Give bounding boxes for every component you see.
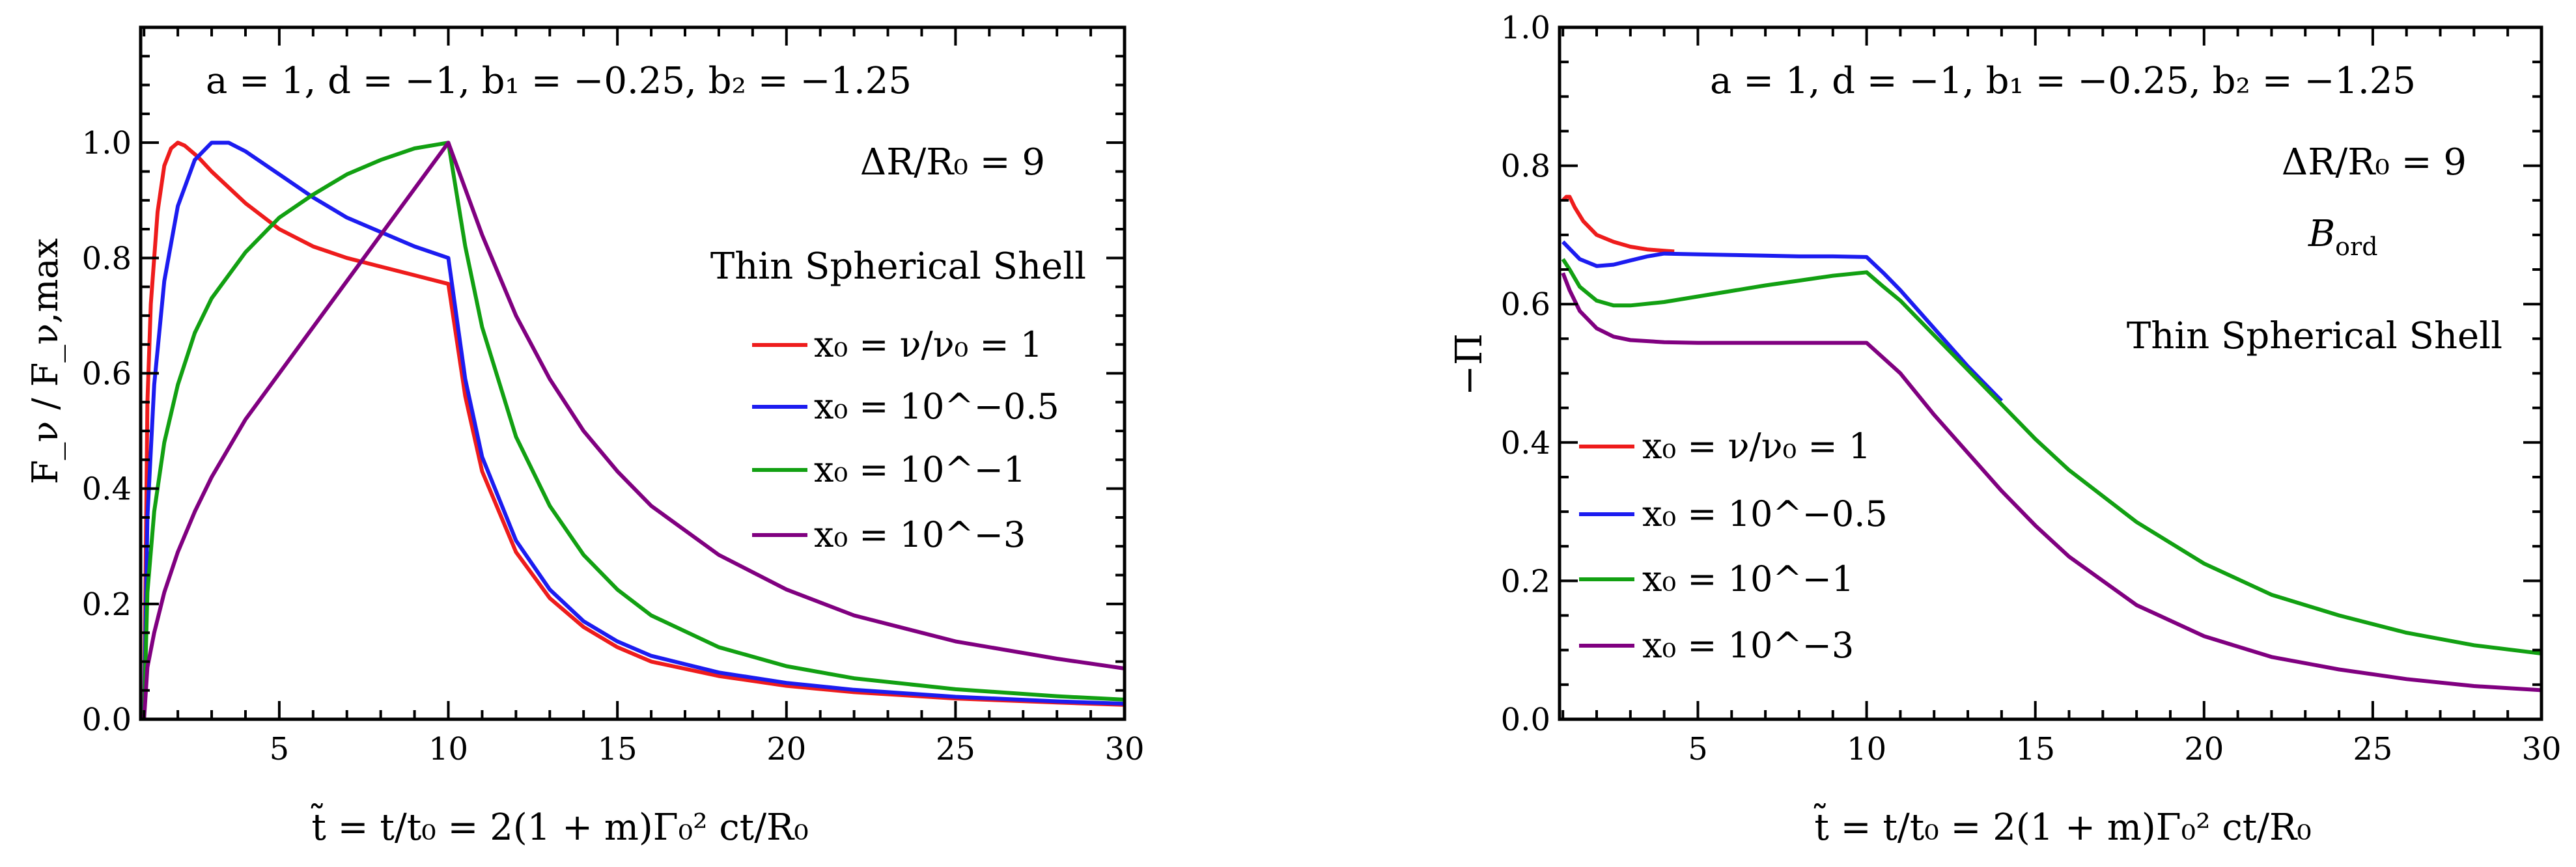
right-legend-label-green: x₀ = 10^−1 xyxy=(1642,558,1854,599)
right-panel: 5 10 15 20 25 30 0.0 0.2 0.4 0.6 0.8 1.0 a = 1, d =… xyxy=(1448,10,2562,849)
left-panel: 5 10 15 20 25 30 0.0 0.2 0.4 0.6 0.8 1.0 a = 1, d =… xyxy=(25,25,1145,849)
series-line-0 xyxy=(1561,195,1675,254)
left-plot-lines xyxy=(142,141,1125,719)
x-tick-label: 15 xyxy=(598,731,637,767)
y-tick-label: 0.4 xyxy=(82,471,132,508)
left-params-annotation: a = 1, d = −1, b₁ = −0.25, b₂ = −1.25 xyxy=(206,60,912,102)
series-line-2 xyxy=(142,141,1125,719)
right-y-axis-label: −Π xyxy=(1448,333,1491,396)
x-tick-label: 10 xyxy=(428,731,468,767)
left-ticks: 5 10 15 20 25 30 0.0 0.2 0.4 0.6 0.8 1.0 xyxy=(82,27,1145,767)
x-tick-label: 20 xyxy=(2184,731,2224,767)
left-legend-label-purple: x₀ = 10^−3 xyxy=(814,514,1026,555)
y-tick-label: 1.0 xyxy=(82,125,132,161)
series-line-3 xyxy=(1561,272,2541,693)
y-tick-label: 0.8 xyxy=(1501,148,1550,185)
left-legend-label-blue: x₀ = 10^−0.5 xyxy=(814,386,1059,427)
y-tick-label: 0.4 xyxy=(1501,425,1550,461)
right-x-axis-label: t̃ = t/t₀ = 2(1 + m)Γ₀² ct/R₀ xyxy=(1813,803,2312,849)
right-legend-label-blue: x₀ = 10^−0.5 xyxy=(1642,493,1888,534)
left-x-axis-label: t̃ = t/t₀ = 2(1 + m)Γ₀² ct/R₀ xyxy=(311,803,809,849)
y-tick-label: 0.0 xyxy=(82,702,132,738)
y-tick-label: 0.0 xyxy=(1501,702,1550,738)
series-line-1 xyxy=(1561,240,2004,403)
x-tick-label: 20 xyxy=(766,731,806,767)
x-tick-label: 5 xyxy=(270,731,290,767)
x-tick-label: 10 xyxy=(1847,731,1886,767)
right-field-annotation: Bord xyxy=(2308,213,2378,261)
x-tick-label: 25 xyxy=(2353,731,2392,767)
left-legend-label-green: x₀ = 10^−1 xyxy=(814,449,1026,490)
left-shell-annotation: Thin Spherical Shell xyxy=(710,245,1086,288)
y-tick-label: 0.2 xyxy=(82,586,132,623)
left-legend: x₀ = ν/ν₀ = 1 x₀ = 10^−0.5 x₀ = 10^−1 x₀… xyxy=(752,324,1059,555)
right-legend-label-red: x₀ = ν/ν₀ = 1 xyxy=(1642,426,1871,467)
y-tick-label: 0.6 xyxy=(82,356,132,392)
x-tick-label: 25 xyxy=(936,731,975,767)
right-ratio-annotation: ΔR/R₀ = 9 xyxy=(2282,141,2467,184)
series-line-0 xyxy=(142,141,1125,719)
right-legend-label-purple: x₀ = 10^−3 xyxy=(1642,625,1854,666)
left-legend-label-red: x₀ = ν/ν₀ = 1 xyxy=(814,324,1043,365)
right-legend: x₀ = ν/ν₀ = 1 x₀ = 10^−0.5 x₀ = 10^−1 x₀… xyxy=(1579,426,1888,666)
x-tick-label: 30 xyxy=(2521,731,2561,767)
left-axes-frame xyxy=(139,25,1127,721)
right-plot-lines xyxy=(1561,195,2541,693)
y-tick-label: 0.8 xyxy=(82,240,132,277)
y-tick-label: 0.6 xyxy=(1501,286,1550,323)
y-tick-label: 0.2 xyxy=(1501,563,1550,599)
y-tick-label: 1.0 xyxy=(1501,10,1550,46)
left-y-axis-label: F_ν / F_ν,max xyxy=(25,238,66,484)
x-tick-label: 5 xyxy=(1688,731,1708,767)
x-tick-label: 30 xyxy=(1104,731,1144,767)
right-axes-frame xyxy=(1558,25,2543,721)
x-tick-label: 15 xyxy=(2015,731,2055,767)
series-line-1 xyxy=(142,141,1125,719)
right-field-subscript: ord xyxy=(2335,232,2377,261)
right-field-symbol: B xyxy=(2308,213,2335,255)
left-ratio-annotation: ΔR/R₀ = 9 xyxy=(860,141,1045,184)
series-line-2 xyxy=(1561,258,2541,655)
series-line-3 xyxy=(142,141,1125,719)
right-shell-annotation: Thin Spherical Shell xyxy=(2127,315,2502,357)
right-params-annotation: a = 1, d = −1, b₁ = −0.25, b₂ = −1.25 xyxy=(1710,60,2416,102)
